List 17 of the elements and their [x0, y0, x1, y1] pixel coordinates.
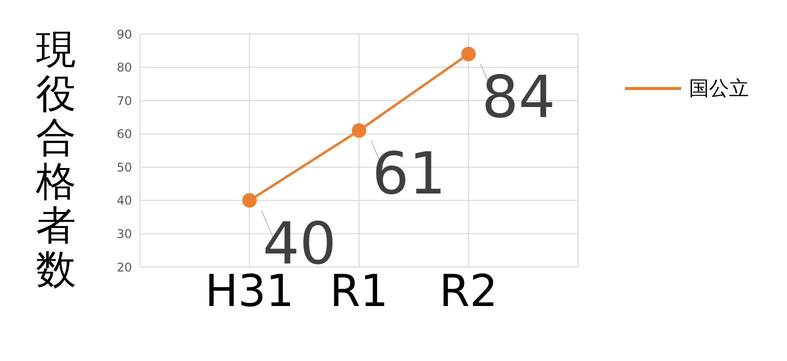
y-tick-label: 30 [116, 226, 132, 241]
y-tick-label: 80 [116, 60, 132, 75]
point [352, 123, 366, 138]
data-label: 61 [372, 140, 446, 208]
x-tick-label: R1 [330, 266, 388, 318]
y-tick-label: 60 [116, 127, 132, 142]
point [461, 46, 476, 62]
data-label: 84 [482, 62, 556, 131]
x-tick-label: R2 [439, 266, 498, 318]
y-tick-label: 90 [116, 27, 132, 42]
y-tick-label: 40 [116, 194, 132, 208]
y-tick-label: 50 [116, 160, 132, 174]
y-axis-title: 現役合格者数 [35, 27, 77, 293]
legend-label: 国公立 [689, 75, 749, 102]
y-tick-label: 20 [116, 260, 132, 274]
point [242, 193, 257, 208]
y-tick-label: 70 [116, 94, 132, 108]
